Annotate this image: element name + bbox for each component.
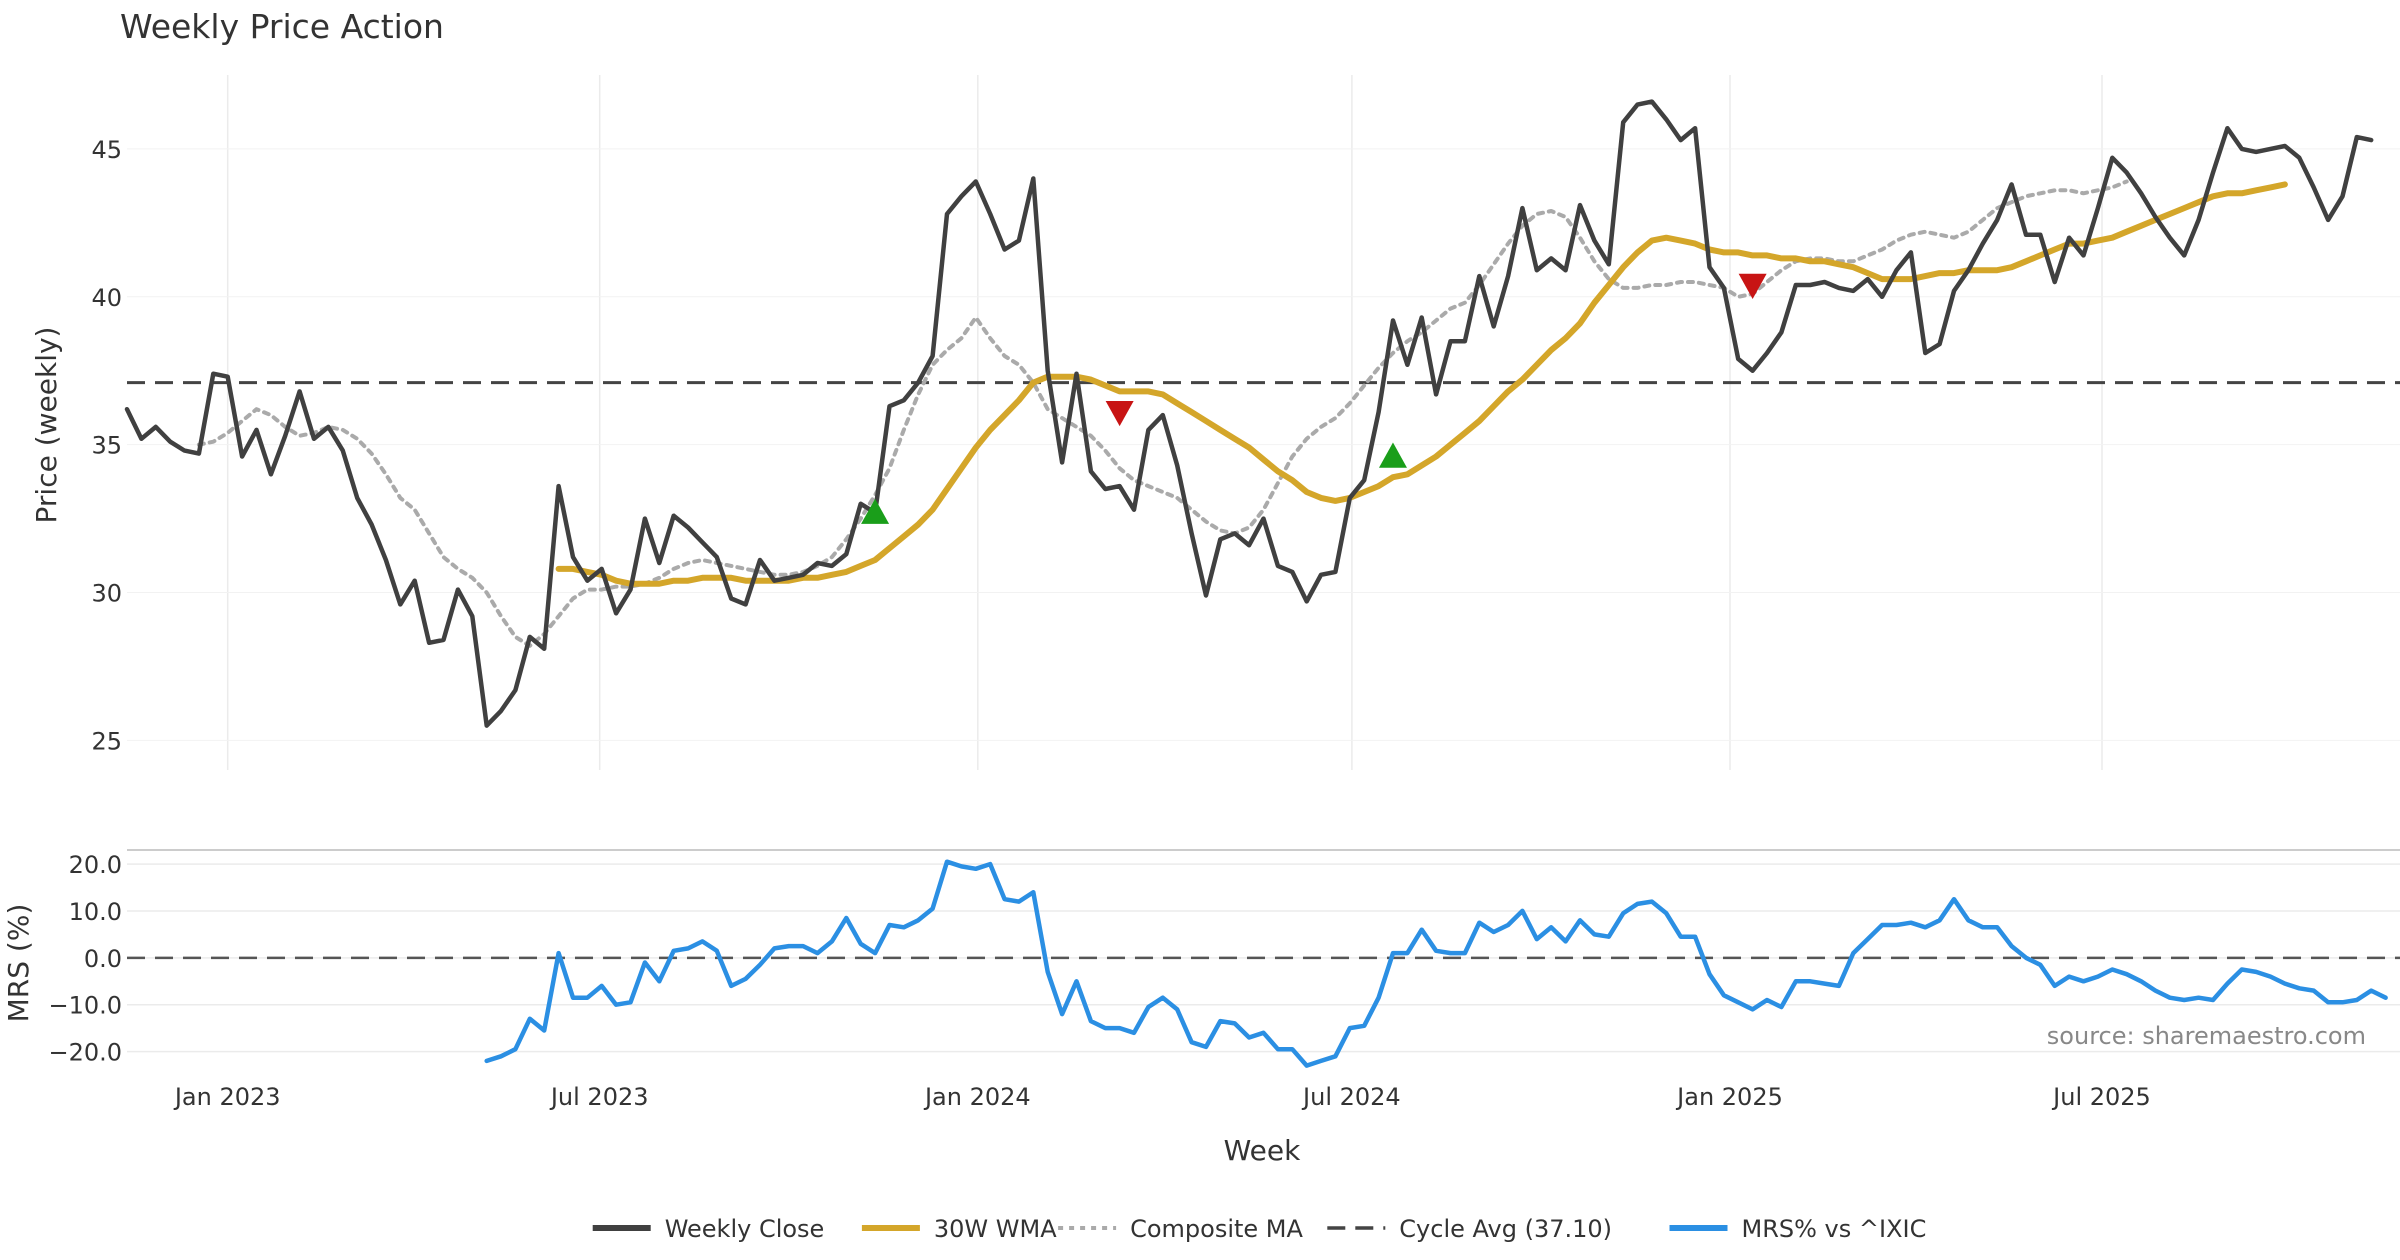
price-y-tick-label: 25 — [91, 727, 122, 755]
mrs-series — [484, 859, 2388, 1068]
legend-label: Cycle Avg (37.10) — [1399, 1215, 1612, 1243]
mrs-y-tick-label: −20.0 — [48, 1039, 122, 1067]
x-axis-title: Week — [1224, 1134, 1301, 1167]
weekly-close-line — [124, 99, 2374, 728]
mrs-y-tick-label: 0.0 — [84, 945, 122, 973]
buy-signal-marker — [1378, 442, 1407, 468]
source-note: source: sharemaestro.com — [2047, 1022, 2366, 1050]
price-grid — [127, 75, 2400, 770]
mrs-y-tick-label: 20.0 — [69, 851, 122, 879]
x-tick-label: Jan 2024 — [923, 1083, 1031, 1111]
wma-30w-line — [555, 181, 2288, 587]
sell-signal-marker — [1738, 273, 1767, 299]
x-tick-label: Jul 2024 — [1301, 1083, 1401, 1111]
signal-markers — [861, 273, 1767, 524]
mrs-y-axis-title: MRS (%) — [2, 904, 35, 1023]
mrs-line — [484, 859, 2388, 1068]
legend-label: Composite MA — [1130, 1215, 1303, 1243]
price-y-tick-label: 40 — [91, 284, 122, 312]
price-y-tick-label: 30 — [91, 580, 122, 608]
sell-signal-marker — [1105, 400, 1134, 427]
x-ticks: Jan 2023 Jul 2023 Jan 2024 Jul 2024 Jan 2025… — [173, 1083, 2151, 1111]
price-y-ticks: 25 30 35 40 45 — [91, 136, 122, 755]
mrs-y-tick-label: −10.0 — [48, 992, 122, 1020]
price-y-tick-label: 45 — [91, 136, 122, 164]
price-y-tick-label: 35 — [91, 432, 122, 460]
price-y-axis-title: Price (weekly) — [30, 327, 63, 524]
x-tick-label: Jul 2025 — [2051, 1083, 2151, 1111]
legend: Weekly Close 30W WMA Composite MA Cycle Avg… — [592, 1215, 1927, 1243]
x-tick-label: Jan 2023 — [173, 1083, 281, 1111]
legend-label: Weekly Close — [665, 1215, 825, 1243]
x-tick-label: Jul 2023 — [549, 1083, 649, 1111]
chart-title: Weekly Price Action — [120, 7, 444, 46]
mrs-y-tick-label: 10.0 — [69, 898, 122, 926]
buy-signal-marker — [861, 498, 890, 524]
legend-label: 30W WMA — [934, 1215, 1057, 1243]
legend-label: MRS% vs ^IXIC — [1742, 1215, 1927, 1243]
mrs-y-ticks: 20.0 10.0 0.0 −10.0 −20.0 — [48, 851, 122, 1067]
price-series — [124, 99, 2374, 728]
x-tick-label: Jan 2025 — [1675, 1083, 1783, 1111]
